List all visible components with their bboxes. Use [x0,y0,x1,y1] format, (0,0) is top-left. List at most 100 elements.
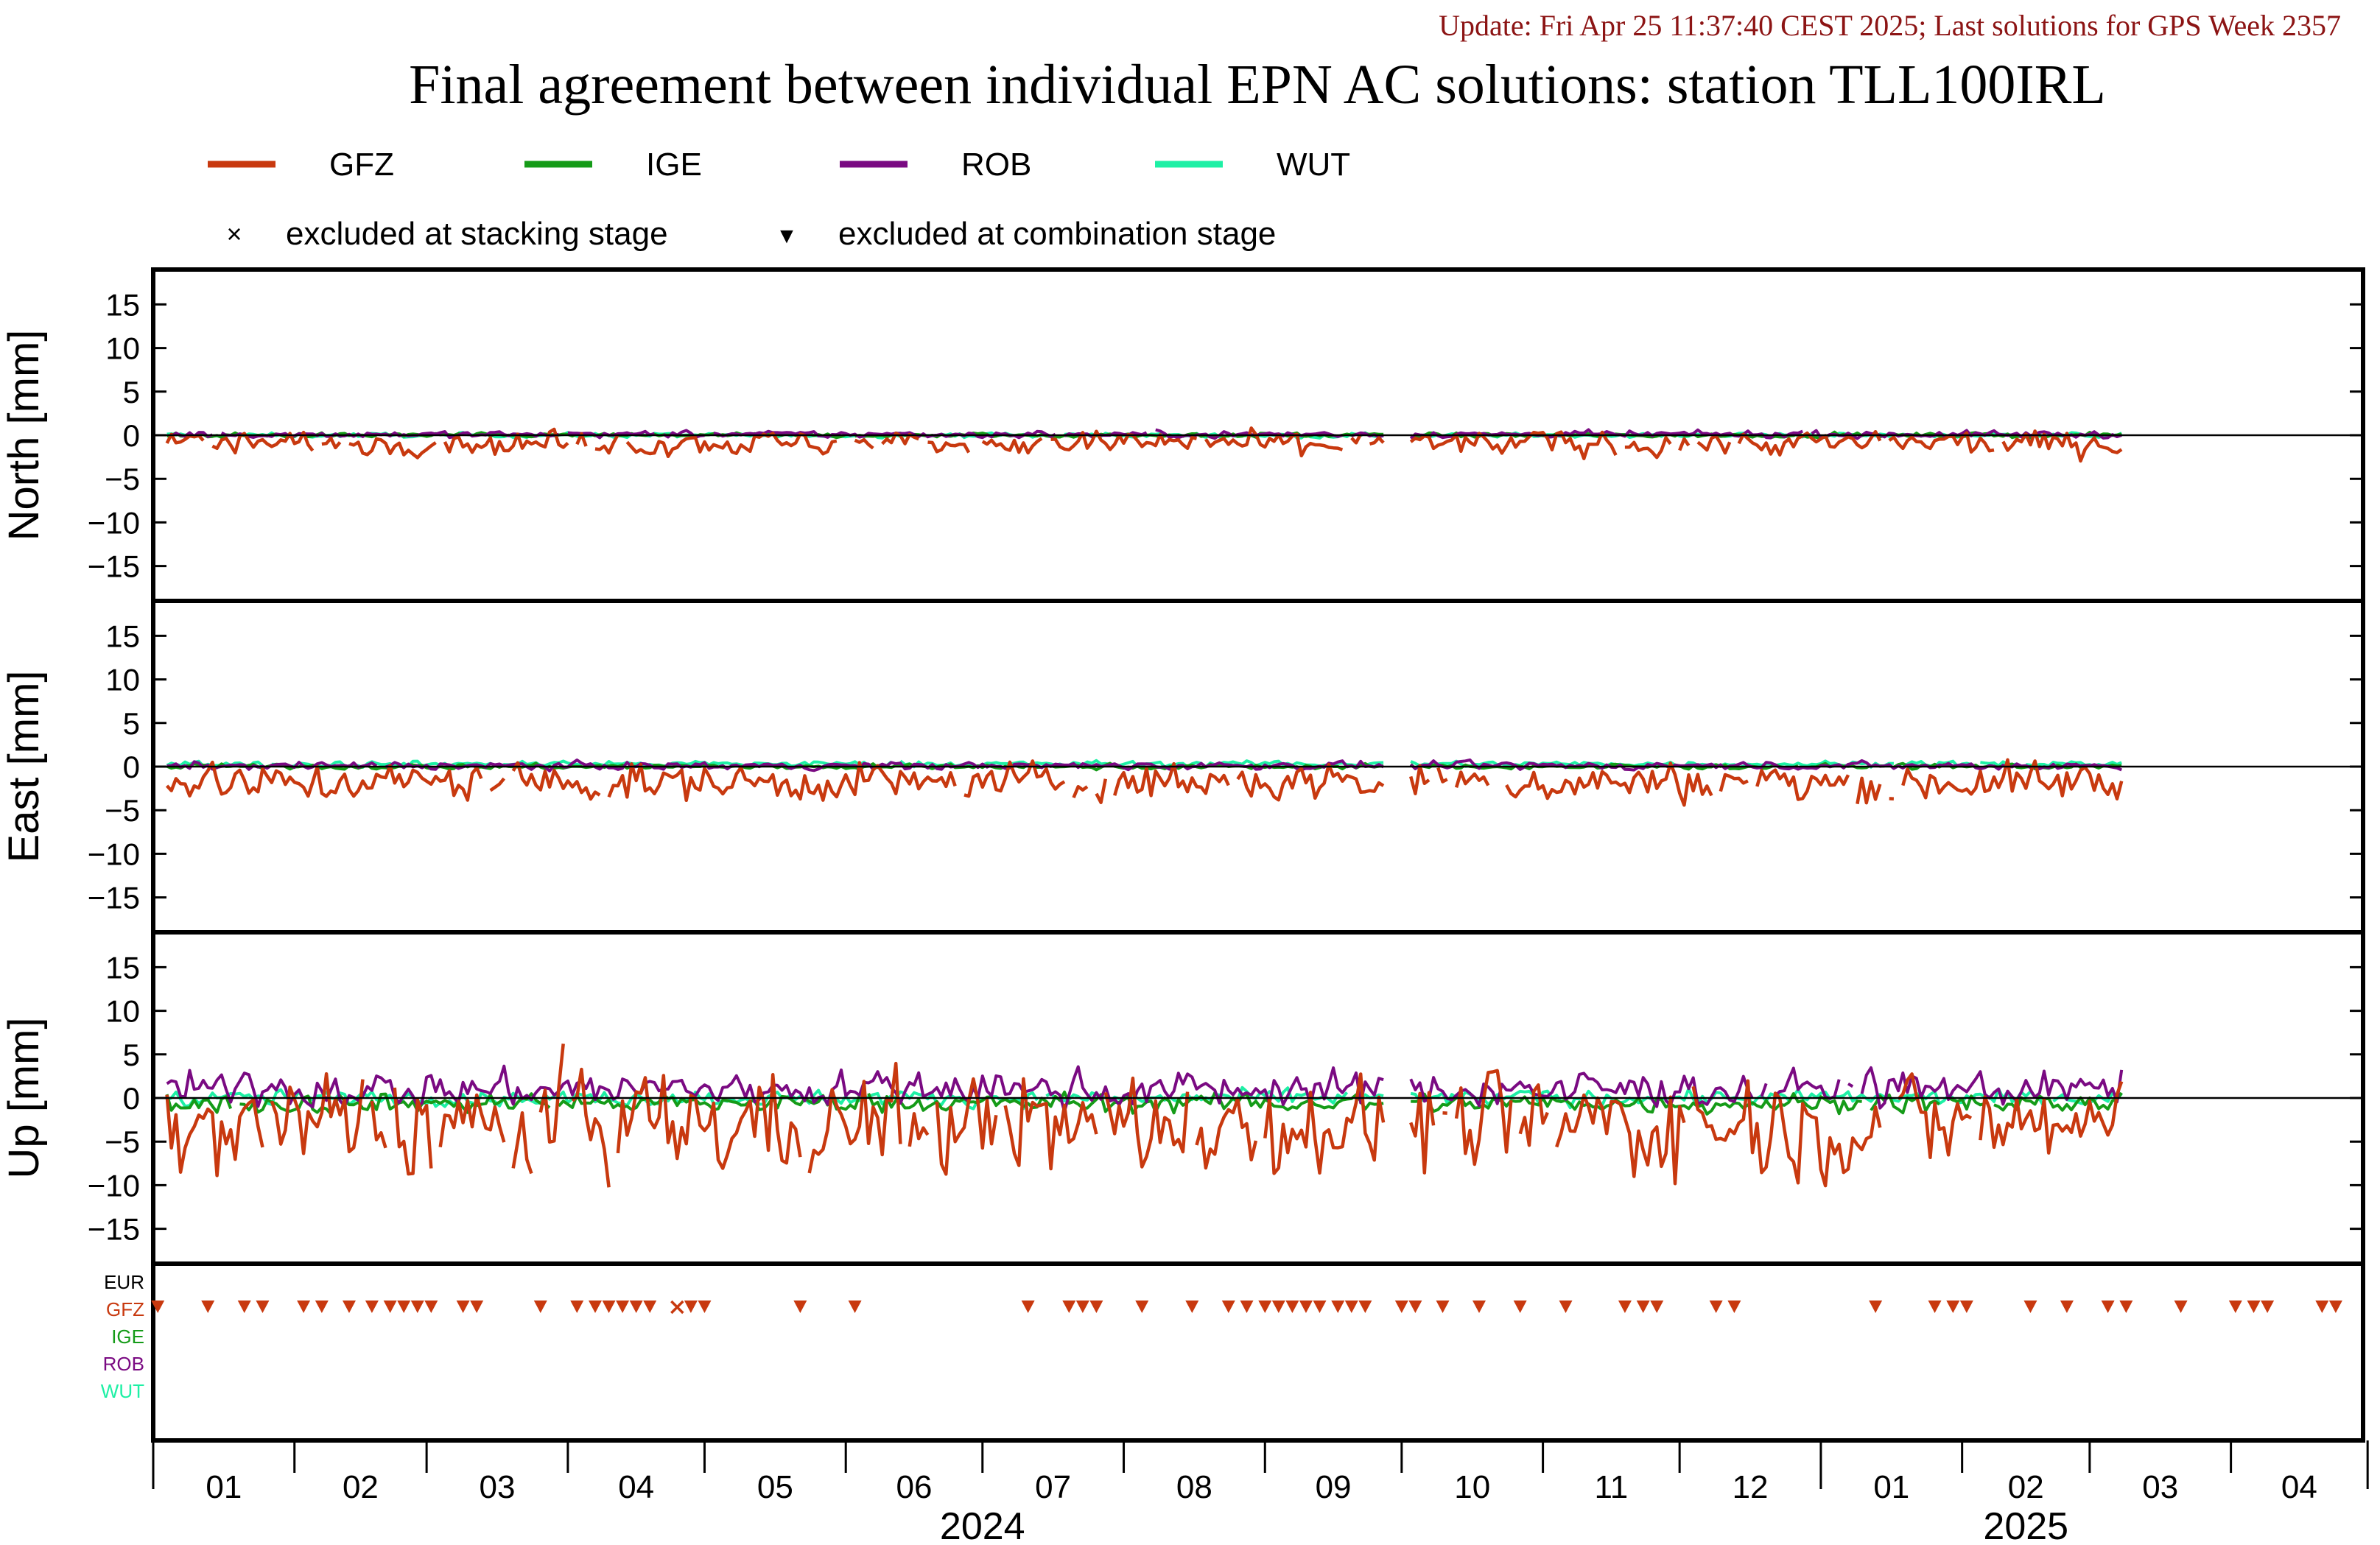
gfz-combination-exclusion [1358,1301,1372,1313]
gfz-combination-exclusion [1727,1301,1741,1313]
x-tick-label-month: 03 [2142,1469,2178,1505]
y-tick-label-north: −5 [105,462,140,496]
y-tick-label-east: −15 [88,881,140,915]
gfz-combination-exclusion [1436,1301,1450,1313]
y-axis-label-north: North [mm] [0,330,48,541]
gfz-combination-exclusion [2315,1301,2329,1313]
gfz-combination-exclusion [470,1301,484,1313]
gfz-combination-exclusion [1021,1301,1035,1313]
exclusion-row-label-eur: EUR [104,1271,144,1293]
gfz-stacking-exclusion [670,1300,684,1315]
gfz-combination-exclusion [1221,1301,1235,1313]
x-tick-label-month: 08 [1176,1469,1212,1505]
gfz-combination-exclusion [2261,1301,2275,1313]
gfz-combination-exclusion [1313,1301,1327,1313]
exclusion-row-label-wut: WUT [101,1380,144,1402]
gfz-combination-exclusion [1394,1301,1408,1313]
x-axis: 01 02 03 04 05 06 07 08 09 10 11 12 01 02 03 04 2024 2025 [152,1439,2369,1545]
y-tick-label-north: 5 [123,375,140,409]
gfz-combination-exclusion [533,1301,547,1313]
x-tick-label-month: 01 [1873,1469,1909,1505]
gfz-combination-exclusion [2228,1301,2242,1313]
gfz-combination-exclusion [589,1301,602,1313]
gfz-combination-exclusion [629,1301,643,1313]
x-tick-label-month: 01 [206,1469,242,1505]
y-tick-label-east: −5 [105,793,140,828]
gfz-combination-exclusion [1946,1301,1960,1313]
x-tick-label-month: 10 [1454,1469,1490,1505]
gfz-combination-exclusion [1559,1301,1573,1313]
gfz-combination-exclusion [2023,1301,2037,1313]
x-tick-label-month: 04 [618,1469,654,1505]
legend-label-rob: ROB [961,147,1031,183]
exclusion-frame [151,1261,2365,1443]
gfz-combination-exclusion [342,1301,356,1313]
gfz-combination-exclusion [684,1301,698,1313]
y-tick-label-east: −10 [88,837,140,871]
gfz-combination-exclusion [1513,1301,1527,1313]
stacking-marker-icon: × [226,219,242,249]
x-tick-label-month: 07 [1035,1469,1071,1505]
gfz-combination-exclusion [2119,1301,2133,1313]
gfz-combination-exclusion [1869,1301,1883,1313]
x-tick-label-month: 02 [2008,1469,2044,1505]
x-year-label: 2024 [940,1505,1025,1545]
gfz-combination-exclusion [602,1301,616,1313]
gfz-combination-exclusion [410,1301,424,1313]
marker-label-combination: excluded at combination stage [838,216,1276,252]
y-tick-label-up: 10 [105,994,140,1029]
y-tick-label-north: 10 [105,331,140,366]
gfz-combination-exclusion [1618,1301,1632,1313]
combination-marker-icon: ▼ [776,224,798,248]
gfz-combination-exclusion [1928,1301,1942,1313]
legend-label-gfz: GFZ [329,147,394,183]
chart-title: Final agreement between individual EPN A… [409,54,2106,116]
gfz-combination-exclusion [643,1301,657,1313]
gfz-combination-exclusion [2328,1301,2342,1313]
exclusion-row-label-rob: ROB [103,1353,144,1375]
gfz-combination-exclusion [2174,1301,2188,1313]
y-tick-label-north: 15 [105,287,140,322]
x-tick-label-month: 12 [1733,1469,1769,1505]
exclusion-panel: EUR GFZ IGE ROB WUT [101,1261,2365,1443]
y-tick-label-east: 10 [105,663,140,697]
gfz-combination-exclusion [1089,1301,1103,1313]
gfz-combination-exclusion [1709,1301,1723,1313]
y-tick-label-north: 0 [123,418,140,453]
panels: 15 10 5 0 −5 −10 −15 North [mm] 15 10 5 0 −5 −10 −15 Ea… [0,267,2365,1266]
x-tick-label-month: 05 [757,1469,793,1505]
legend-label-ige: IGE [646,147,702,183]
gfz-combination-exclusion [1271,1301,1285,1313]
gfz-combination-exclusion [1258,1301,1272,1313]
gfz-combination-exclusion [1285,1301,1299,1313]
y-tick-label-north: −10 [88,505,140,540]
panel-up: 15 10 5 0 −5 −10 −15 Up [mm] [0,930,2365,1266]
gfz-combination-exclusion [1135,1301,1149,1313]
y-tick-label-up: 5 [123,1038,140,1072]
legend: GFZ IGE ROB WUT × excluded at stacking stage ▼… [208,147,1350,252]
y-tick-label-up: 0 [123,1081,140,1116]
y-axis-label-east: East [mm] [0,670,48,862]
panel-east: 15 10 5 0 −5 −10 −15 East [mm] [0,599,2365,935]
gfz-combination-exclusion [256,1301,270,1313]
gfz-combination-exclusion [297,1301,311,1313]
x-year-label: 2025 [1983,1505,2068,1545]
marker-label-stacking: excluded at stacking stage [286,216,668,252]
exclusion-row-label-gfz: GFZ [106,1298,144,1320]
gfz-combination-exclusion [1408,1301,1422,1313]
y-tick-label-north: −15 [88,549,140,584]
gfz-combination-exclusion [397,1301,411,1313]
x-tick-label-month: 02 [343,1469,379,1505]
x-tick-label-month: 11 [1595,1469,1629,1505]
gfz-combination-exclusion [1636,1301,1650,1313]
y-tick-label-up: −15 [88,1212,140,1247]
gfz-combination-exclusion [315,1301,329,1313]
series-group-up [165,1044,2124,1188]
legend-label-wut: WUT [1277,147,1350,183]
gfz-combination-exclusion [793,1301,807,1313]
gfz-combination-exclusion [1062,1301,1076,1313]
gfz-combination-exclusion [424,1301,438,1313]
gfz-combination-exclusion [2060,1301,2074,1313]
x-tick-label-month: 04 [2281,1469,2317,1505]
x-tick-label-month: 06 [896,1469,933,1505]
